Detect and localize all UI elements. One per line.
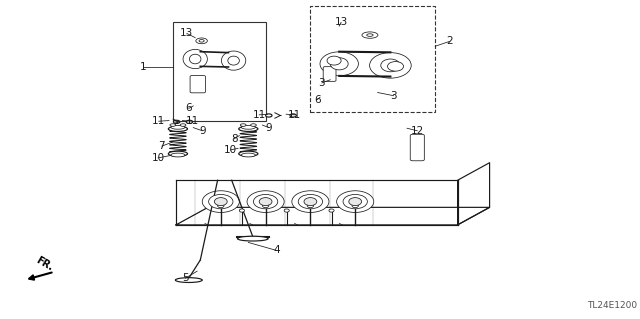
Text: 6: 6 (186, 103, 192, 114)
Ellipse shape (259, 198, 272, 206)
Text: 9: 9 (199, 126, 205, 136)
Ellipse shape (199, 40, 204, 42)
Ellipse shape (320, 52, 358, 76)
Ellipse shape (284, 209, 289, 212)
Text: 7: 7 (159, 141, 165, 151)
Ellipse shape (170, 124, 175, 126)
Text: 10: 10 (224, 145, 237, 155)
Bar (310, 6, 435, 112)
Ellipse shape (327, 56, 341, 65)
Text: 6: 6 (314, 94, 321, 105)
Ellipse shape (388, 62, 404, 71)
Ellipse shape (218, 204, 224, 208)
Text: 1: 1 (140, 62, 147, 72)
Ellipse shape (367, 34, 373, 36)
FancyBboxPatch shape (410, 134, 424, 161)
Ellipse shape (251, 124, 256, 126)
Text: FR.: FR. (35, 255, 55, 273)
Ellipse shape (241, 124, 246, 126)
Ellipse shape (221, 51, 246, 70)
Text: 13: 13 (180, 28, 193, 39)
Ellipse shape (196, 38, 207, 44)
Ellipse shape (329, 209, 334, 212)
Text: 11: 11 (253, 110, 266, 120)
Ellipse shape (239, 209, 244, 212)
Ellipse shape (290, 114, 296, 117)
Ellipse shape (241, 153, 255, 157)
Ellipse shape (370, 53, 412, 78)
Text: 5: 5 (182, 273, 189, 283)
Ellipse shape (307, 204, 314, 208)
Ellipse shape (237, 236, 268, 241)
Ellipse shape (381, 59, 400, 72)
Ellipse shape (304, 198, 317, 206)
Text: 11: 11 (152, 116, 165, 126)
FancyBboxPatch shape (190, 76, 205, 93)
Ellipse shape (298, 195, 323, 209)
Ellipse shape (209, 195, 233, 209)
Ellipse shape (189, 54, 201, 64)
Ellipse shape (352, 204, 358, 208)
Ellipse shape (186, 120, 193, 123)
Ellipse shape (171, 125, 185, 129)
Ellipse shape (362, 32, 378, 38)
Text: 2: 2 (446, 36, 452, 47)
Ellipse shape (343, 195, 367, 209)
Text: 12: 12 (411, 126, 424, 136)
Ellipse shape (173, 120, 180, 123)
Ellipse shape (239, 126, 258, 131)
Ellipse shape (292, 191, 329, 212)
Ellipse shape (239, 151, 258, 156)
Ellipse shape (349, 198, 362, 206)
Text: 4: 4 (273, 245, 280, 256)
Ellipse shape (241, 125, 255, 129)
Bar (173, 22, 266, 121)
Text: 3: 3 (319, 78, 325, 88)
Text: 13: 13 (335, 17, 348, 27)
Ellipse shape (330, 58, 348, 70)
Ellipse shape (183, 49, 207, 69)
Text: 3: 3 (390, 91, 397, 101)
Text: 11: 11 (288, 110, 301, 120)
Ellipse shape (214, 198, 227, 206)
Ellipse shape (262, 204, 269, 208)
Ellipse shape (168, 151, 188, 156)
Text: 9: 9 (266, 122, 272, 133)
Ellipse shape (171, 153, 185, 157)
Ellipse shape (180, 124, 186, 126)
Ellipse shape (175, 278, 202, 283)
Text: TL24E1200: TL24E1200 (587, 301, 637, 310)
Ellipse shape (202, 191, 239, 212)
Ellipse shape (266, 114, 272, 117)
Ellipse shape (228, 56, 239, 65)
FancyBboxPatch shape (323, 67, 336, 81)
Ellipse shape (247, 191, 284, 212)
Ellipse shape (253, 195, 278, 209)
Text: 10: 10 (152, 153, 164, 163)
Text: 11: 11 (186, 116, 198, 126)
Text: 8: 8 (231, 134, 237, 144)
Ellipse shape (337, 191, 374, 212)
Ellipse shape (168, 126, 188, 131)
